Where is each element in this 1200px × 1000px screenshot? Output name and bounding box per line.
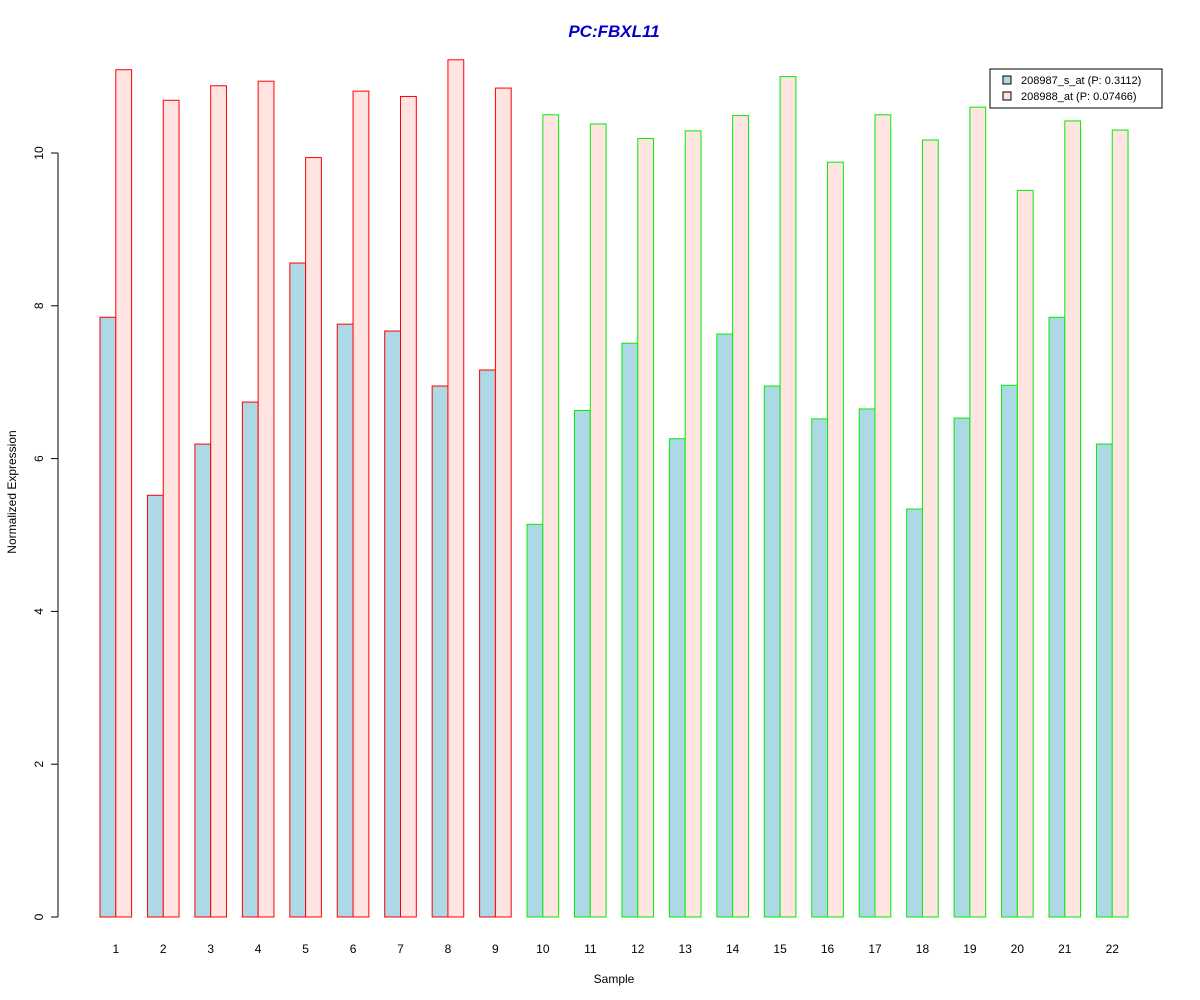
legend-box xyxy=(989,68,1163,109)
x-tick-label: 22 xyxy=(1106,942,1120,956)
bar-sample-13-series-2 xyxy=(684,130,702,918)
bar-sample-20-series-1 xyxy=(1001,384,1018,918)
x-tick-label: 13 xyxy=(679,942,693,956)
bar-sample-14-series-2 xyxy=(732,115,749,918)
y-tick-label: 8 xyxy=(32,302,46,309)
bar-sample-9-series-1 xyxy=(479,369,496,918)
bar-sample-4-series-2 xyxy=(257,80,275,918)
y-tick-label: 0 xyxy=(32,913,46,920)
x-tick-label: 8 xyxy=(445,942,452,956)
bar-sample-1-series-2 xyxy=(115,69,133,918)
legend-swatch-208987 xyxy=(1002,75,1012,85)
legend-label-208988: 208988_at (P: 0.07466) xyxy=(1021,91,1137,103)
y-tick-label: 4 xyxy=(32,608,46,615)
bar-sample-6-series-1 xyxy=(336,323,354,918)
x-tick-label: 10 xyxy=(536,942,550,956)
bar-sample-21-series-1 xyxy=(1048,316,1066,918)
bar-sample-12-series-2 xyxy=(637,137,655,918)
legend: 208987_s_at (P: 0.3112) 208988_at (P: 0.… xyxy=(989,68,1163,109)
x-tick-labels: 1 2 3 4 5 6 7 8 9 10 11 12 13 14 15 16 17 18 19 20 21 22 xyxy=(112,942,1119,956)
x-tick-label: 9 xyxy=(492,942,499,956)
bar-sample-8-series-1 xyxy=(431,385,449,918)
bar-sample-13-series-1 xyxy=(668,438,686,918)
bar-sample-22-series-2 xyxy=(1111,129,1129,918)
x-tick-label: 6 xyxy=(350,942,357,956)
bar-sample-14-series-1 xyxy=(716,333,734,918)
bar-sample-3-series-2 xyxy=(210,85,227,918)
x-tick-label: 14 xyxy=(726,942,740,956)
bar-sample-7-series-1 xyxy=(384,330,402,918)
bar-sample-5-series-2 xyxy=(305,157,322,918)
x-axis-label: Sample xyxy=(594,972,635,986)
x-tick-label: 18 xyxy=(916,942,930,956)
x-tick-label: 15 xyxy=(773,942,787,956)
bar-sample-8-series-2 xyxy=(447,59,465,918)
x-tick-label: 4 xyxy=(255,942,262,956)
bars-group xyxy=(99,59,1129,918)
bar-sample-9-series-2 xyxy=(494,87,512,918)
bar-sample-18-series-1 xyxy=(906,508,923,918)
bar-sample-7-series-2 xyxy=(400,95,417,918)
bar-sample-5-series-1 xyxy=(289,262,307,918)
y-axis: 0 2 4 6 8 10 xyxy=(32,146,59,920)
y-axis-label: Normalized Expression xyxy=(5,430,19,553)
bar-sample-10-series-2 xyxy=(542,114,560,918)
legend-swatch-208988 xyxy=(1002,91,1012,101)
x-tick-label: 12 xyxy=(631,942,645,956)
bar-sample-21-series-2 xyxy=(1064,120,1082,918)
bar-sample-10-series-1 xyxy=(526,523,544,918)
x-tick-label: 2 xyxy=(160,942,167,956)
bar-sample-19-series-2 xyxy=(969,106,987,918)
bar-sample-6-series-2 xyxy=(352,90,370,918)
x-tick-label: 16 xyxy=(821,942,835,956)
bar-sample-1-series-1 xyxy=(99,316,117,918)
x-tick-label: 19 xyxy=(963,942,977,956)
bar-sample-11-series-2 xyxy=(589,123,607,918)
bar-sample-17-series-1 xyxy=(858,408,876,918)
bar-sample-2-series-2 xyxy=(162,99,180,918)
x-tick-label: 21 xyxy=(1058,942,1072,956)
y-tick-label: 6 xyxy=(32,455,46,462)
bar-sample-19-series-1 xyxy=(953,417,971,918)
bar-sample-16-series-1 xyxy=(811,418,829,918)
x-tick-label: 3 xyxy=(207,942,214,956)
bar-sample-3-series-1 xyxy=(194,443,212,918)
y-tick-label: 10 xyxy=(32,146,46,160)
bar-sample-2-series-1 xyxy=(146,494,164,918)
legend-label-208987: 208987_s_at (P: 0.3112) xyxy=(1021,75,1141,87)
bar-sample-11-series-1 xyxy=(574,409,591,918)
x-tick-label: 17 xyxy=(868,942,882,956)
x-tick-label: 11 xyxy=(584,942,597,956)
bar-sample-20-series-2 xyxy=(1016,189,1034,918)
chart-title: PC:FBXL11 xyxy=(568,22,659,41)
bar-sample-4-series-1 xyxy=(241,401,259,918)
x-tick-label: 20 xyxy=(1011,942,1025,956)
bar-sample-15-series-2 xyxy=(779,76,797,918)
bar-sample-22-series-1 xyxy=(1095,443,1113,918)
bar-sample-18-series-2 xyxy=(921,139,939,918)
bar-sample-17-series-2 xyxy=(874,114,892,918)
bar-sample-15-series-1 xyxy=(763,385,781,918)
x-tick-label: 1 xyxy=(112,942,119,956)
bar-sample-12-series-1 xyxy=(621,342,639,918)
y-tick-label: 2 xyxy=(32,761,46,768)
x-tick-label: 5 xyxy=(302,942,309,956)
bar-sample-16-series-2 xyxy=(827,161,844,918)
x-tick-label: 7 xyxy=(397,942,404,956)
